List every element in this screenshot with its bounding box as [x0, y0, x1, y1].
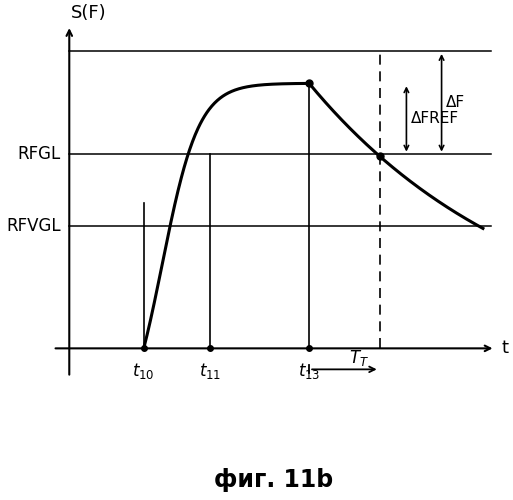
Text: $T_T$: $T_T$ — [348, 348, 368, 368]
Text: ΔFREF: ΔFREF — [410, 112, 459, 126]
Text: S(F): S(F) — [71, 4, 107, 22]
Text: t: t — [502, 340, 508, 357]
Text: $t_{13}$: $t_{13}$ — [298, 362, 321, 382]
Text: RFVGL: RFVGL — [6, 216, 61, 234]
Text: $t_{10}$: $t_{10}$ — [132, 362, 155, 382]
Text: $t_{11}$: $t_{11}$ — [199, 362, 221, 382]
Text: RFGL: RFGL — [18, 146, 61, 164]
Text: фиг. 11b: фиг. 11b — [214, 468, 333, 492]
Text: ΔF: ΔF — [446, 96, 465, 110]
